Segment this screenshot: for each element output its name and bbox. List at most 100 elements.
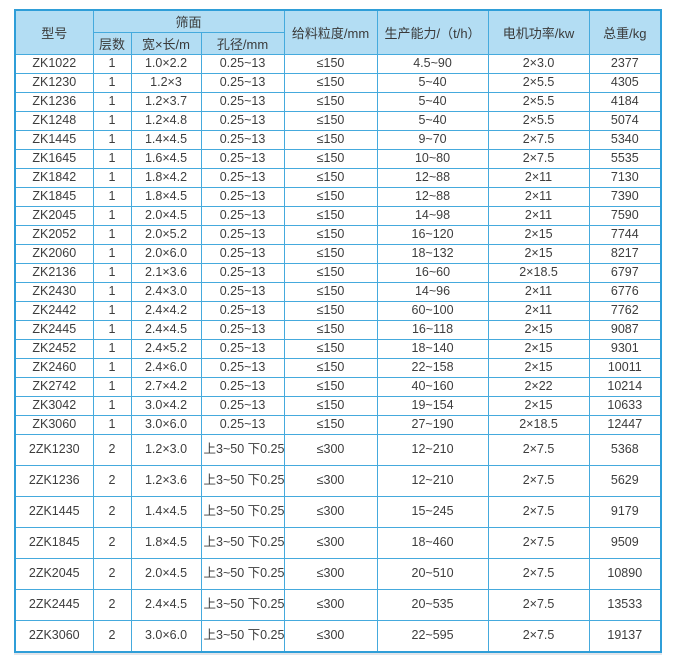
cell-model: 2ZK1236: [14, 465, 94, 497]
cell-capacity: 10~80: [376, 149, 489, 169]
cell-aperture: 0.25~13: [200, 301, 285, 321]
spec-table: 型号 筛面 给料粒度/mm 生产能力/（t/h） 电机功率/kw 总重/kg 层…: [14, 9, 663, 653]
header-total-weight: 总重/kg: [588, 9, 662, 55]
cell-size: 2.0×5.2: [130, 225, 202, 245]
cell-layers: 1: [92, 111, 132, 131]
cell-aperture: 0.25~13: [200, 358, 285, 378]
header-feed-size: 给料粒度/mm: [283, 9, 378, 55]
cell-weight: 5368: [588, 434, 662, 466]
header-aperture: 孔径/mm: [200, 32, 285, 55]
cell-power: 2×18.5: [487, 263, 590, 283]
cell-power: 2×15: [487, 225, 590, 245]
cell-weight: 7390: [588, 187, 662, 207]
cell-weight: 9301: [588, 339, 662, 359]
cell-feed: ≤150: [283, 225, 378, 245]
cell-weight: 5629: [588, 465, 662, 497]
cell-power: 2×5.5: [487, 111, 590, 131]
cell-feed: ≤150: [283, 244, 378, 264]
cell-capacity: 27~190: [376, 415, 489, 435]
cell-size: 2.4×5.2: [130, 339, 202, 359]
cell-size: 1.2×3: [130, 73, 202, 93]
cell-capacity: 22~158: [376, 358, 489, 378]
cell-aperture: 0.25~13: [200, 111, 285, 131]
cell-aperture: 0.25~13: [200, 73, 285, 93]
cell-layers: 2: [92, 620, 132, 653]
cell-size: 3.0×6.0: [130, 415, 202, 435]
cell-weight: 4184: [588, 92, 662, 112]
cell-power: 2×15: [487, 320, 590, 340]
cell-capacity: 15~245: [376, 496, 489, 528]
cell-feed: ≤150: [283, 415, 378, 435]
cell-capacity: 5~40: [376, 92, 489, 112]
cell-aperture: 0.25~13: [200, 206, 285, 226]
cell-aperture: 0.25~13: [200, 130, 285, 150]
cell-size: 1.8×4.2: [130, 168, 202, 188]
cell-model: ZK1445: [14, 130, 94, 150]
cell-feed: ≤300: [283, 434, 378, 466]
cell-model: ZK2045: [14, 206, 94, 226]
cell-capacity: 22~595: [376, 620, 489, 653]
cell-layers: 1: [92, 377, 132, 397]
table-row: ZK2742 1 2.7×4.2 0.25~13 ≤150 40~160 2×22 10214: [14, 377, 662, 397]
cell-feed: ≤150: [283, 263, 378, 283]
cell-capacity: 16~118: [376, 320, 489, 340]
cell-power: 2×11: [487, 168, 590, 188]
cell-power: 2×7.5: [487, 620, 590, 653]
cell-feed: ≤150: [283, 130, 378, 150]
cell-power: 2×11: [487, 282, 590, 302]
cell-model: 2ZK2045: [14, 558, 94, 590]
cell-model: 2ZK1845: [14, 527, 94, 559]
cell-layers: 2: [92, 465, 132, 497]
cell-model: 2ZK1445: [14, 496, 94, 528]
cell-weight: 7590: [588, 206, 662, 226]
cell-feed: ≤300: [283, 465, 378, 497]
header-screen-surface: 筛面: [92, 9, 285, 33]
cell-capacity: 12~88: [376, 168, 489, 188]
cell-weight: 2377: [588, 54, 662, 74]
cell-aperture: 0.25~13: [200, 244, 285, 264]
cell-capacity: 18~460: [376, 527, 489, 559]
cell-feed: ≤150: [283, 92, 378, 112]
cell-weight: 12447: [588, 415, 662, 435]
cell-weight: 7762: [588, 301, 662, 321]
cell-power: 2×11: [487, 301, 590, 321]
cell-size: 1.4×4.5: [130, 130, 202, 150]
cell-model: ZK1645: [14, 149, 94, 169]
cell-aperture: 0.25~13: [200, 92, 285, 112]
cell-model: ZK3042: [14, 396, 94, 416]
cell-power: 2×3.0: [487, 54, 590, 74]
table-row: ZK1236 1 1.2×3.7 0.25~13 ≤150 5~40 2×5.5 4184: [14, 92, 662, 112]
cell-capacity: 18~140: [376, 339, 489, 359]
table-row: ZK3060 1 3.0×6.0 0.25~13 ≤150 27~190 2×18.5 124…: [14, 415, 662, 435]
cell-layers: 2: [92, 496, 132, 528]
cell-layers: 2: [92, 434, 132, 466]
cell-layers: 1: [92, 244, 132, 264]
cell-size: 2.0×6.0: [130, 244, 202, 264]
cell-size: 1.6×4.5: [130, 149, 202, 169]
cell-layers: 1: [92, 282, 132, 302]
cell-feed: ≤300: [283, 496, 378, 528]
cell-capacity: 12~88: [376, 187, 489, 207]
cell-aperture: 上3~50 下0.25~13: [200, 589, 285, 621]
cell-power: 2×11: [487, 187, 590, 207]
cell-weight: 6776: [588, 282, 662, 302]
cell-model: ZK2452: [14, 339, 94, 359]
cell-model: ZK1236: [14, 92, 94, 112]
cell-model: ZK1022: [14, 54, 94, 74]
cell-size: 1.8×4.5: [130, 527, 202, 559]
cell-capacity: 40~160: [376, 377, 489, 397]
header-capacity: 生产能力/（t/h）: [376, 9, 489, 55]
header-width-length: 宽×长/m: [130, 32, 202, 55]
cell-aperture: 0.25~13: [200, 320, 285, 340]
cell-aperture: 上3~50 下0.25~13: [200, 527, 285, 559]
cell-weight: 5074: [588, 111, 662, 131]
cell-feed: ≤150: [283, 206, 378, 226]
cell-feed: ≤150: [283, 73, 378, 93]
header-model: 型号: [14, 9, 94, 55]
cell-weight: 10633: [588, 396, 662, 416]
cell-feed: ≤150: [283, 54, 378, 74]
cell-size: 1.4×4.5: [130, 496, 202, 528]
cell-capacity: 9~70: [376, 130, 489, 150]
cell-feed: ≤150: [283, 339, 378, 359]
